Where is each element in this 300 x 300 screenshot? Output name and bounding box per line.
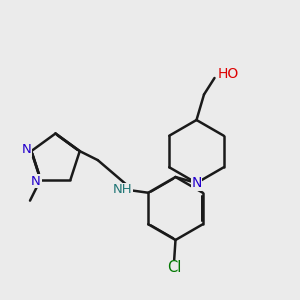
Text: NH: NH <box>113 183 133 196</box>
Text: Cl: Cl <box>167 260 181 275</box>
Text: N: N <box>22 143 32 156</box>
Text: HO: HO <box>218 67 239 80</box>
Text: N: N <box>31 175 41 188</box>
Text: N: N <box>191 176 202 190</box>
